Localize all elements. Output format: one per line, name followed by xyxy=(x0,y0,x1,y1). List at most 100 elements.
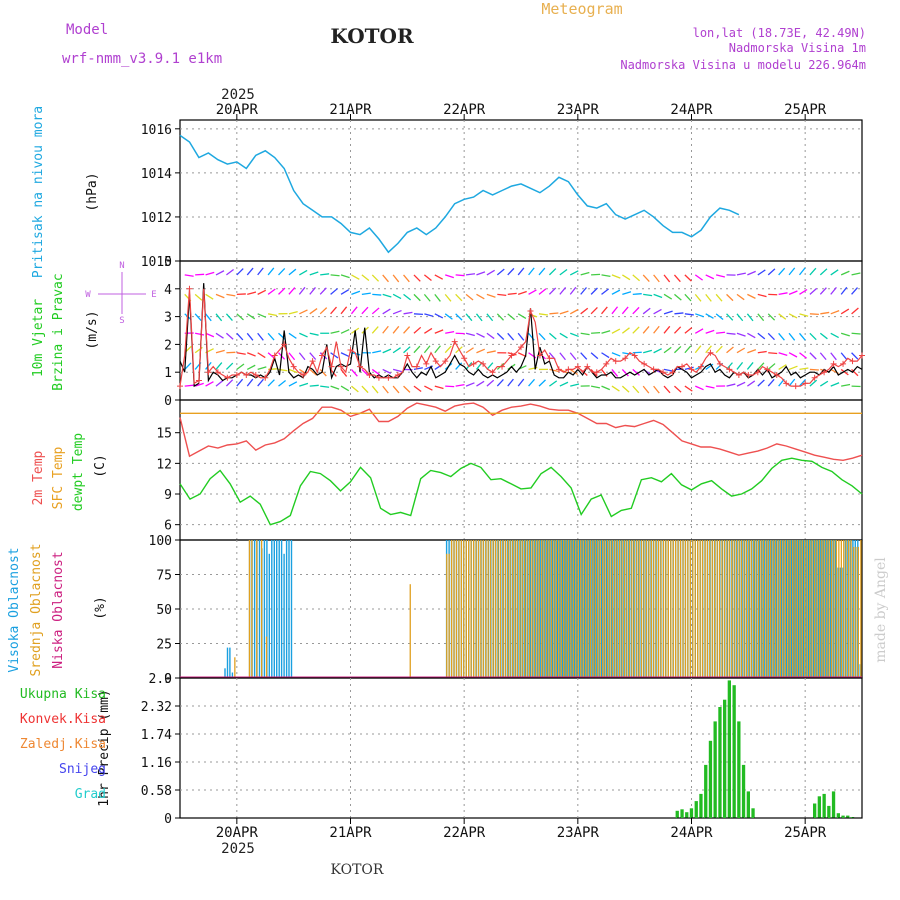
wind-barb xyxy=(726,346,734,354)
wind-barb xyxy=(674,385,682,393)
cloud-high-bar xyxy=(598,540,600,678)
wind-barb xyxy=(236,363,245,370)
wind-barb xyxy=(299,382,309,387)
wind-barb xyxy=(580,307,589,315)
wind-barb xyxy=(434,293,441,302)
wind-barb xyxy=(528,378,535,387)
wind-unit: (m/s) xyxy=(85,310,100,349)
wind-barb xyxy=(476,348,486,354)
wind-barb xyxy=(215,313,223,322)
wind-gust-marker xyxy=(792,383,799,390)
wind-barb xyxy=(299,269,308,276)
cloud-mid-bar xyxy=(448,553,450,678)
cloud-mid-bar xyxy=(677,540,679,678)
wind-barb xyxy=(788,352,798,358)
dewpt-line xyxy=(179,457,863,526)
wind-barb xyxy=(767,378,775,387)
dewpt-ylabel: dewpt Temp xyxy=(71,433,86,511)
wind-barb xyxy=(830,382,840,387)
wind-barb xyxy=(694,293,702,302)
cloud-ytick-label: 100 xyxy=(149,534,172,549)
wind-barb xyxy=(288,287,296,295)
wind-barb xyxy=(246,313,256,320)
wind-barb xyxy=(382,308,391,315)
wind-barb xyxy=(726,332,736,335)
wind-barb xyxy=(403,346,411,354)
precip-bar xyxy=(718,707,722,818)
wind-ytick-label: 5 xyxy=(164,255,172,270)
cloud-mid-bar xyxy=(750,540,752,678)
wind-barb xyxy=(819,380,829,387)
wind-gust-marker xyxy=(442,358,449,365)
cloud-mid-bar xyxy=(606,540,609,678)
cloud-mid-bar xyxy=(833,540,835,678)
wind-barb xyxy=(288,352,296,361)
wind-barb xyxy=(684,313,694,316)
wind-barb xyxy=(413,367,423,371)
wind-barb xyxy=(392,274,400,283)
cloud-high-ylabel: Visoka Oblacnost xyxy=(7,547,22,672)
cloud-mid-bar xyxy=(604,540,606,678)
wind-gust-marker xyxy=(214,369,221,376)
cloud-high-bar xyxy=(817,540,820,678)
wind-barb xyxy=(298,286,306,295)
wind-barb xyxy=(445,331,455,334)
wind-gust-marker xyxy=(565,366,572,373)
wind-barb xyxy=(424,327,433,334)
wind-barb xyxy=(226,293,236,297)
cloud-high-bar xyxy=(812,540,815,678)
wind-barb xyxy=(830,269,839,276)
wind-gust-marker xyxy=(641,360,648,367)
wind-barb xyxy=(330,306,338,315)
wind-barb xyxy=(757,293,767,298)
wind-barb xyxy=(517,313,527,319)
cloud-mid-bar xyxy=(745,540,747,678)
wind-barb xyxy=(330,385,340,390)
wind-barb xyxy=(476,380,485,387)
wind-barb xyxy=(548,332,557,340)
cloud-mid-bar xyxy=(619,540,621,678)
cloud-mid-bar xyxy=(852,546,855,678)
cloud-mid-bar xyxy=(623,540,626,678)
wind-barb xyxy=(653,325,660,334)
cloud-high-bar xyxy=(231,672,234,678)
wind-barb xyxy=(569,308,579,315)
cloud-mid-bar xyxy=(553,540,555,678)
precip-ytick-label: 0 xyxy=(164,812,172,827)
wind-barb xyxy=(705,363,714,370)
cloud-mid-bar xyxy=(497,540,499,678)
cloud-high-bar xyxy=(603,540,605,678)
wind-barb xyxy=(444,313,453,320)
wind-barb xyxy=(257,267,264,276)
wind-barb xyxy=(236,313,244,321)
wind-gust-marker xyxy=(811,374,818,381)
cloud-high-bar xyxy=(753,540,756,678)
cloud-high-bar xyxy=(226,647,229,678)
wind-barb xyxy=(497,293,507,296)
cloud-mid-bar xyxy=(587,540,589,678)
wind-gust-marker xyxy=(309,358,316,365)
wind-barb xyxy=(247,291,257,295)
wind-barb xyxy=(622,274,631,281)
panels: 1010101210141016012345691215025507510000… xyxy=(141,119,865,827)
cloud-high-bar xyxy=(800,540,802,678)
wind-barb xyxy=(330,330,340,334)
cloud-mid-bar xyxy=(658,540,660,678)
cloud-mid-ylabel: Srednja Oblacnost xyxy=(29,543,44,676)
wind-barb xyxy=(372,293,382,296)
wind-barb xyxy=(403,311,413,315)
wind-barb xyxy=(392,309,402,315)
day-label-bottom: 24APR xyxy=(670,825,713,841)
wind-barb xyxy=(840,308,850,315)
cloud-mid-bar xyxy=(572,540,575,678)
day-label-bottom: 20APR xyxy=(216,825,259,841)
cloud-high-bar xyxy=(847,540,849,678)
wind-barb xyxy=(476,271,486,276)
wind-barb xyxy=(195,332,205,336)
wind-barb xyxy=(288,381,298,387)
wind-barb xyxy=(799,367,809,371)
wind-barb xyxy=(319,368,327,377)
wind-barb xyxy=(413,293,421,302)
precip-bar xyxy=(831,791,836,818)
wind-barb xyxy=(350,306,358,315)
